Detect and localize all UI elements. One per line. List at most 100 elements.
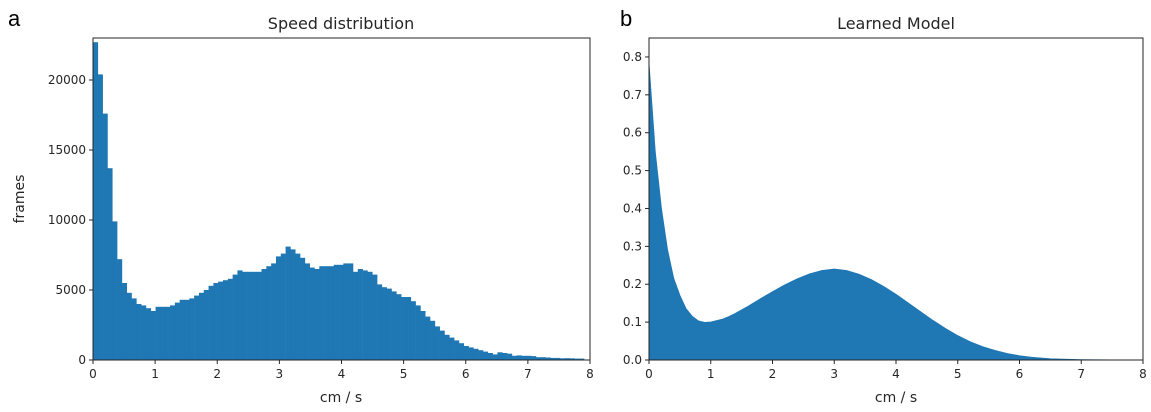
panel-b-title: Learned Model <box>837 14 955 33</box>
histogram-bar <box>502 353 508 360</box>
histogram-bar <box>343 263 349 360</box>
histogram-bar <box>564 358 570 360</box>
x-tick-label: 5 <box>400 367 408 381</box>
y-tick-label: 0.7 <box>623 88 642 102</box>
x-tick-label: 7 <box>1077 367 1085 381</box>
y-tick-label: 0.4 <box>623 201 642 215</box>
x-tick-label: 6 <box>1016 367 1024 381</box>
panel-a-y-ticks: 0 5000 10000 15000 20000 <box>48 73 93 367</box>
histogram-bar <box>280 253 286 360</box>
histogram-bar <box>357 269 363 360</box>
histogram-bar <box>328 266 335 360</box>
histogram-bar <box>203 290 209 360</box>
histogram-bar <box>93 42 99 360</box>
histogram-bar <box>261 269 267 360</box>
histogram-bar <box>333 264 339 360</box>
y-tick-label: 0.0 <box>623 353 642 367</box>
panel-b-y-ticks: 0.0 0.1 0.2 0.3 0.4 0.5 0.6 0.7 0.8 <box>623 50 649 367</box>
histogram-bar <box>396 294 402 360</box>
histogram-bar <box>275 256 282 360</box>
x-tick-label: 2 <box>769 367 777 381</box>
histogram-bar <box>232 274 238 360</box>
panel-a-letter: a <box>8 6 21 31</box>
y-tick-label: 0.1 <box>623 315 642 329</box>
histogram-bar <box>352 271 359 360</box>
histogram-bar <box>324 266 330 360</box>
y-tick-label: 20000 <box>48 73 86 87</box>
histogram-bar <box>535 357 542 360</box>
histogram-bar <box>579 358 585 360</box>
histogram-bar <box>242 271 248 360</box>
histogram-bar <box>521 355 527 360</box>
histogram-bar <box>184 299 190 360</box>
histogram-bar <box>430 320 436 360</box>
y-tick-label: 0.2 <box>623 277 642 291</box>
histogram-bar <box>165 306 171 360</box>
x-tick-label: 2 <box>213 367 221 381</box>
histogram-bar <box>290 249 296 360</box>
histogram-bar <box>251 271 257 360</box>
histogram-bar <box>401 297 407 360</box>
histogram-bar <box>487 353 493 360</box>
histogram-bar <box>348 263 354 360</box>
histogram-bar <box>136 304 142 360</box>
histogram-bar <box>112 221 118 360</box>
histogram-bar <box>237 270 243 360</box>
histogram-bar <box>194 295 200 360</box>
histogram-bar <box>170 305 176 360</box>
histogram-bar <box>405 297 412 360</box>
histogram-bar <box>102 113 108 360</box>
histogram-bar <box>381 287 387 360</box>
y-tick-label: 15000 <box>48 143 86 157</box>
histogram-bar <box>309 267 315 360</box>
histogram-bar <box>425 316 431 360</box>
x-tick-label: 0 <box>645 367 653 381</box>
panel-a-title: Speed distribution <box>268 14 414 33</box>
x-tick-label: 3 <box>276 367 284 381</box>
y-tick-label: 0.8 <box>623 50 642 64</box>
panel-b-area <box>648 64 1144 361</box>
histogram-bar <box>526 355 532 360</box>
histogram-bar <box>410 301 416 360</box>
histogram-bar <box>150 311 156 360</box>
histogram-bar <box>227 278 233 360</box>
y-tick-label: 10000 <box>48 213 86 227</box>
histogram-bar <box>126 292 132 360</box>
histogram-bar <box>482 351 489 360</box>
histogram-bar <box>367 271 373 360</box>
histogram-bar <box>377 284 383 360</box>
histogram-bar <box>507 353 513 360</box>
x-tick-label: 1 <box>151 367 159 381</box>
histogram-bar <box>160 306 166 360</box>
histogram-bar <box>300 257 306 360</box>
histogram-bar <box>492 354 498 360</box>
histogram-bar <box>516 355 522 360</box>
panel-a-y-label: frames <box>12 175 28 224</box>
histogram-bar <box>208 285 214 360</box>
x-tick-label: 5 <box>954 367 962 381</box>
x-tick-label: 4 <box>892 367 900 381</box>
histogram-bar <box>271 263 277 360</box>
histogram-bar <box>256 271 262 360</box>
histogram-bar <box>174 302 180 360</box>
histogram-bar <box>372 274 378 360</box>
histogram-bar <box>222 280 229 360</box>
histogram-bar <box>391 291 397 360</box>
histogram-bar <box>319 266 325 360</box>
histogram-bar <box>338 264 344 360</box>
x-tick-label: 0 <box>89 367 97 381</box>
y-tick-label: 0.5 <box>623 164 642 178</box>
histogram-bar <box>458 343 465 360</box>
histogram-bar <box>386 288 392 360</box>
histogram-bar <box>478 350 484 360</box>
x-tick-label: 3 <box>830 367 838 381</box>
histogram-bar <box>155 306 161 360</box>
y-tick-label: 0.3 <box>623 239 642 253</box>
histogram-bar <box>285 246 291 360</box>
histogram-bar <box>463 346 469 360</box>
histogram-bar <box>449 337 455 360</box>
histogram-bar <box>468 347 474 360</box>
histogram-bar <box>189 298 195 360</box>
histogram-bar <box>295 253 301 360</box>
